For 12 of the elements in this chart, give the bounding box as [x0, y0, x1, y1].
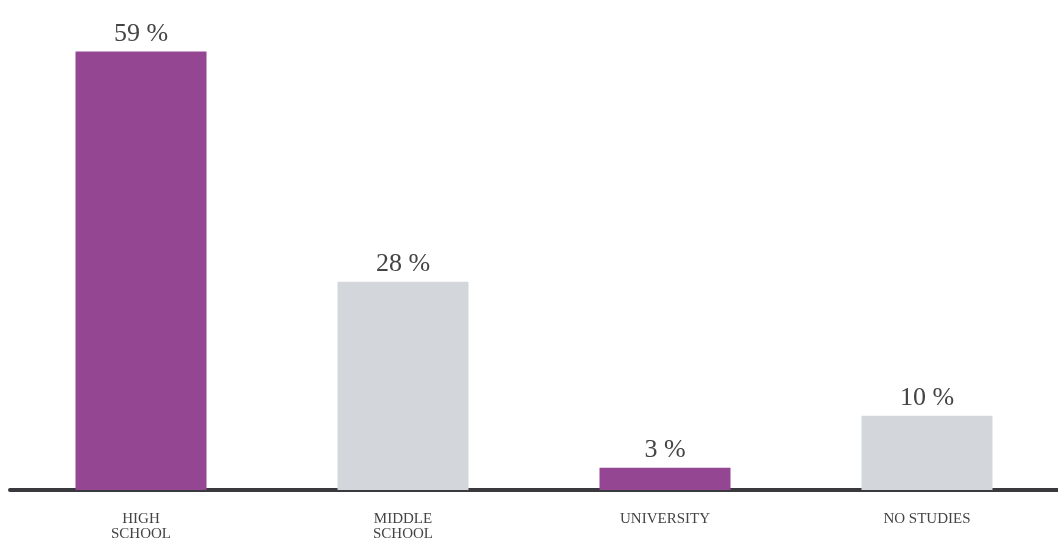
data-label: 10 % — [899, 382, 955, 412]
bar — [599, 467, 731, 490]
x-tick-label: MIDDLE SCHOOL — [372, 509, 434, 541]
bar — [861, 415, 993, 490]
data-label: 3 % — [644, 434, 686, 464]
x-tick-label: NO STUDIES — [883, 509, 971, 526]
data-label: 59 % — [113, 17, 169, 47]
bar — [337, 281, 469, 490]
bar — [75, 51, 207, 490]
x-tick-label: UNIVERSITY — [620, 509, 711, 526]
x-tick-label: HIGH SCHOOL — [110, 509, 172, 541]
data-label: 28 % — [375, 248, 431, 278]
